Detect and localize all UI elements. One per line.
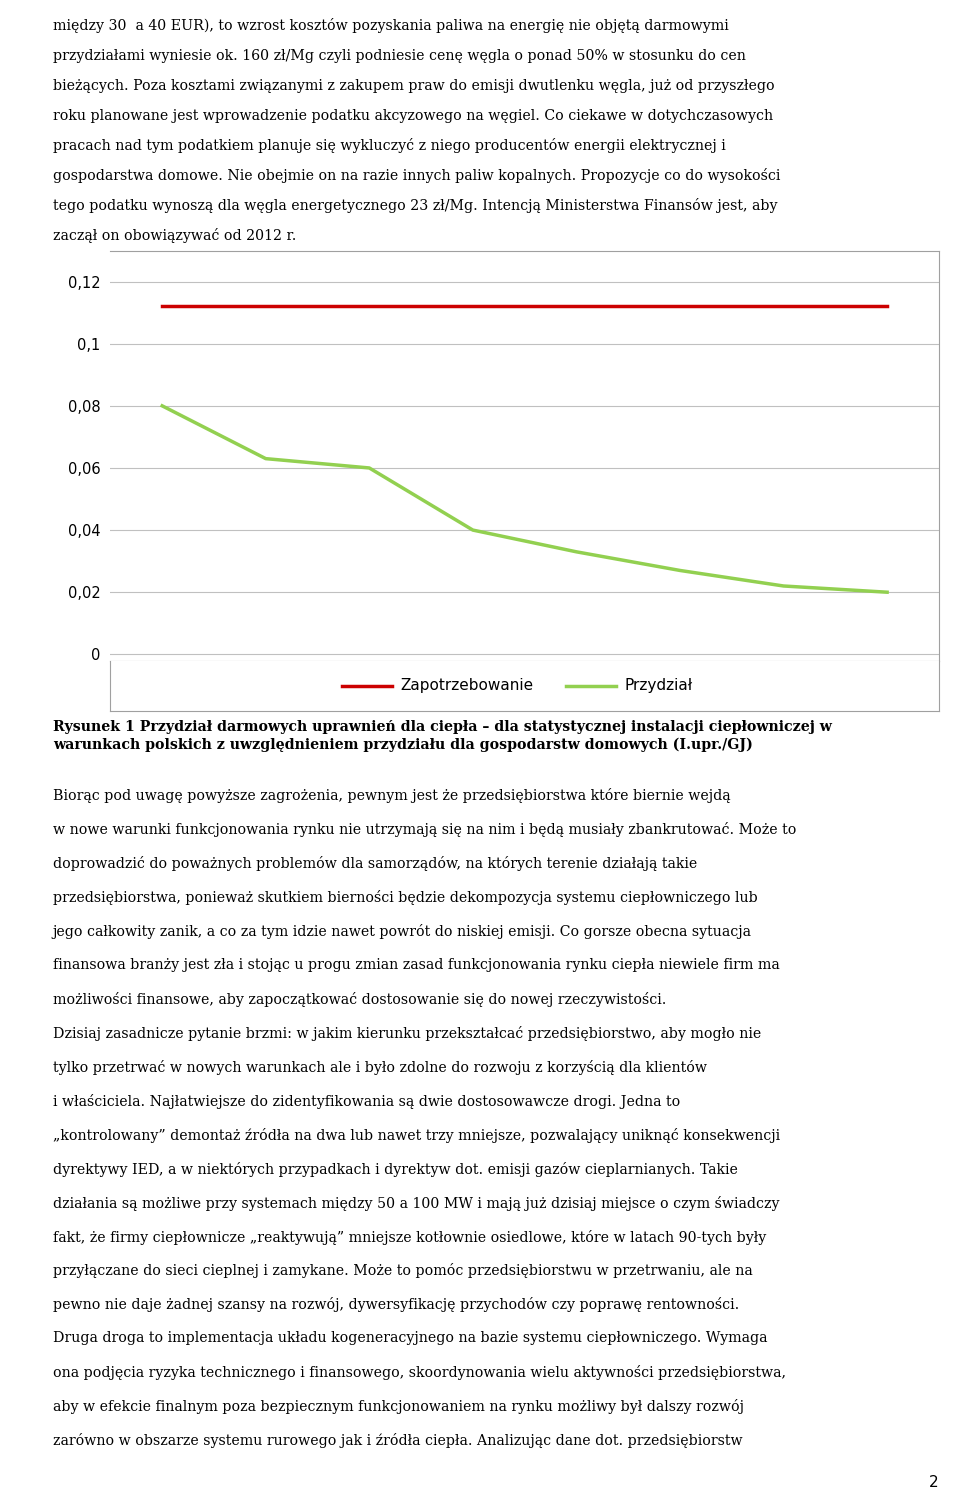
Text: gospodarstwa domowe. Nie obejmie on na razie innych paliw kopalnych. Propozycje : gospodarstwa domowe. Nie obejmie on na r… xyxy=(53,169,780,184)
Text: tego podatku wynoszą dla węgla energetycznego 23 zł/Mg. Intencją Ministerstwa Fi: tego podatku wynoszą dla węgla energetyc… xyxy=(53,199,778,214)
Text: doprowadzić do poważnych problemów dla samorządów, na których terenie działają t: doprowadzić do poważnych problemów dla s… xyxy=(53,856,697,871)
Text: dyrektywy IED, a w niektórych przypadkach i dyrektyw dot. emisji gazów cieplarni: dyrektywy IED, a w niektórych przypadkac… xyxy=(53,1162,737,1177)
Text: możliwości finansowe, aby zapoczątkować dostosowanie się do nowej rzeczywistości: możliwości finansowe, aby zapoczątkować … xyxy=(53,992,666,1007)
Text: 2: 2 xyxy=(929,1475,939,1490)
Text: przyłączane do sieci cieplnej i zamykane. Może to pomóc przedsiębiorstwu w przet: przyłączane do sieci cieplnej i zamykane… xyxy=(53,1264,753,1278)
Text: Druga droga to implementacja układu kogeneracyjnego na bazie systemu ciepłownicz: Druga droga to implementacja układu koge… xyxy=(53,1332,767,1345)
Text: Przydział: Przydział xyxy=(624,679,692,692)
Text: przedsiębiorstwa, ponieważ skutkiem bierności będzie dekompozycja systemu ciepło: przedsiębiorstwa, ponieważ skutkiem bier… xyxy=(53,889,757,905)
Text: bieżących. Poza kosztami związanymi z zakupem praw do emisji dwutlenku węgla, ju: bieżących. Poza kosztami związanymi z za… xyxy=(53,78,775,92)
Text: Biorąc pod uwagę powyższe zagrożenia, pewnym jest że przedsiębiorstwa które bier: Biorąc pod uwagę powyższe zagrożenia, pe… xyxy=(53,789,731,804)
Text: finansowa branży jest zła i stojąc u progu zmian zasad funkcjonowania rynku ciep: finansowa branży jest zła i stojąc u pro… xyxy=(53,959,780,972)
Text: tylko przetrwać w nowych warunkach ale i było zdolne do rozwoju z korzyścią dla : tylko przetrwać w nowych warunkach ale i… xyxy=(53,1060,707,1075)
Text: między 30  a 40 EUR), to wzrost kosztów pozyskania paliwa na energię nie objętą : między 30 a 40 EUR), to wzrost kosztów p… xyxy=(53,18,729,33)
Text: jego całkowity zanik, a co za tym idzie nawet powrót do niskiej emisji. Co gorsz: jego całkowity zanik, a co za tym idzie … xyxy=(53,924,752,939)
Text: Dzisiaj zasadnicze pytanie brzmi: w jakim kierunku przekształcać przedsiębiorstw: Dzisiaj zasadnicze pytanie brzmi: w jaki… xyxy=(53,1026,761,1041)
Text: i właściciela. Najłatwiejsze do zidentyfikowania są dwie dostosowawcze drogi. Je: i właściciela. Najłatwiejsze do zidentyf… xyxy=(53,1094,680,1109)
Text: fakt, że firmy ciepłownicze „reaktywują” mniejsze kotłownie osiedlowe, które w l: fakt, że firmy ciepłownicze „reaktywują”… xyxy=(53,1230,766,1245)
Text: ona podjęcia ryzyka technicznego i finansowego, skoordynowania wielu aktywności : ona podjęcia ryzyka technicznego i finan… xyxy=(53,1365,786,1380)
Text: działania są możliwe przy systemach między 50 a 100 MW i mają już dzisiaj miejsc: działania są możliwe przy systemach międ… xyxy=(53,1195,780,1210)
Text: „kontrolowany” demontaż źródła na dwa lub nawet trzy mniejsze, pozwalający unikn: „kontrolowany” demontaż źródła na dwa lu… xyxy=(53,1127,780,1142)
Text: Zapotrzebowanie: Zapotrzebowanie xyxy=(400,679,534,692)
Text: Rysunek 1 Przydział darmowych uprawnień dla ciepła – dla statystycznej instalacj: Rysunek 1 Przydział darmowych uprawnień … xyxy=(53,719,831,752)
Text: pracach nad tym podatkiem planuje się wykluczyć z niego producentów energii elek: pracach nad tym podatkiem planuje się wy… xyxy=(53,138,726,154)
Text: w nowe warunki funkcjonowania rynku nie utrzymają się na nim i będą musiały zban: w nowe warunki funkcjonowania rynku nie … xyxy=(53,822,796,837)
Text: zarówno w obszarze systemu rurowego jak i źródła ciepła. Analizując dane dot. pr: zarówno w obszarze systemu rurowego jak … xyxy=(53,1433,742,1448)
Text: roku planowane jest wprowadzenie podatku akcyzowego na węgiel. Co ciekawe w doty: roku planowane jest wprowadzenie podatku… xyxy=(53,108,773,122)
Text: przydziałami wyniesie ok. 160 zł/Mg czyli podniesie cenę węgla o ponad 50% w sto: przydziałami wyniesie ok. 160 zł/Mg czyl… xyxy=(53,48,746,63)
Text: zaczął on obowiązywać od 2012 r.: zaczął on obowiązywać od 2012 r. xyxy=(53,229,297,242)
Text: pewno nie daje żadnej szansy na rozwój, dywersyfikację przychodów czy poprawę re: pewno nie daje żadnej szansy na rozwój, … xyxy=(53,1297,739,1312)
Text: aby w efekcie finalnym poza bezpiecznym funkcjonowaniem na rynku możliwy był dal: aby w efekcie finalnym poza bezpiecznym … xyxy=(53,1400,744,1415)
